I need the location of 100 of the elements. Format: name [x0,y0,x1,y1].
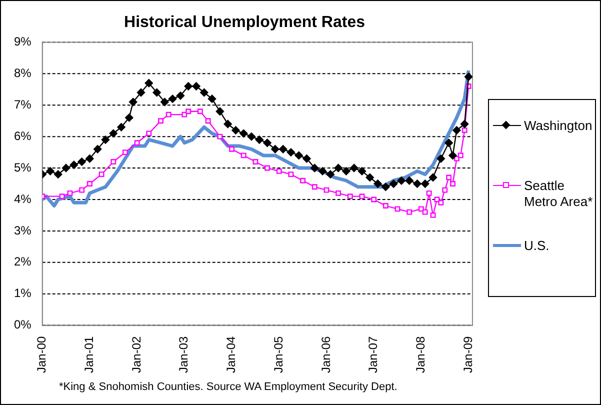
x-tick-label: Jan-09 [460,336,475,374]
point [122,150,128,156]
point [255,136,264,144]
point [144,78,153,88]
point [62,164,70,172]
point [389,180,398,188]
point [350,164,358,172]
point [67,190,73,196]
x-tick-label: Jan-00 [34,336,49,374]
point [136,88,146,97]
point [109,129,118,138]
point [276,168,282,174]
point [342,167,350,176]
point [166,112,172,118]
point [59,194,65,200]
x-tick-label: Jan-03 [176,336,191,374]
y-tick-label: 0% [14,318,32,332]
y-tick-label: 2% [14,254,32,269]
point [464,72,472,81]
chart-title: Historical Unemployment Rates [124,14,366,32]
y-tick-label: 9% [14,34,32,49]
y-tick-label: 8% [14,66,32,80]
point [70,160,78,169]
point [334,164,342,172]
point [192,82,200,90]
point [436,154,446,163]
point [208,94,216,103]
point [216,107,224,116]
point [421,180,430,188]
point [93,145,102,154]
point [125,114,134,122]
point [160,98,169,106]
x-tick-label: Jan-04 [224,336,238,374]
y-tick-label: 6% [14,128,32,143]
point [382,203,388,208]
point [336,190,342,196]
point [312,184,318,190]
point [229,146,234,152]
point [232,126,240,134]
legend-label: U.S. [523,238,550,254]
point [186,108,192,114]
legend-label: Washington [523,118,592,134]
point [286,148,296,156]
point [460,120,469,128]
point [278,145,288,154]
point [129,98,138,106]
point [318,167,327,176]
point [54,170,62,178]
point [224,120,232,128]
point [240,152,246,158]
point [288,172,294,178]
point [264,165,270,171]
point [430,212,436,218]
point [117,123,126,132]
point [428,173,438,182]
point [418,206,424,212]
point [324,187,330,193]
point [158,118,164,124]
point [450,181,456,186]
point [358,167,366,176]
x-tick-label: Jan-08 [413,336,428,374]
y-tick-label: 3% [14,223,32,238]
point [239,129,248,138]
point [371,196,377,202]
point [168,94,177,103]
point [79,187,85,193]
x-tick-label: Jan-05 [271,336,286,374]
point [152,88,161,97]
point [347,194,353,200]
point [182,112,188,118]
legend-label: Seattle Metro Area* [523,178,593,210]
point [78,158,86,166]
point [294,151,303,160]
point [205,118,211,124]
point [271,145,280,154]
point [146,130,152,136]
point [397,176,406,185]
point [110,159,116,164]
point [442,187,448,193]
point [448,151,457,160]
point [86,181,92,186]
point [382,182,390,191]
point [184,82,192,90]
point [86,154,94,163]
y-tick-label: 4% [14,192,32,206]
point [426,190,432,196]
point [247,132,256,141]
point [374,180,382,188]
point [413,180,422,188]
x-tick-label: Jan-06 [318,336,333,374]
point [200,88,208,97]
point [446,174,452,180]
x-tick-label: Jan-07 [366,336,380,374]
text: *King & Snohomish Counties. Source WA Employment Security Dept. [59,381,398,393]
point [176,92,185,100]
point [326,170,335,178]
y-tick-label: 1% [14,286,32,300]
point [438,200,444,206]
x-tick-label: Jan-02 [129,336,144,374]
point [217,134,223,140]
